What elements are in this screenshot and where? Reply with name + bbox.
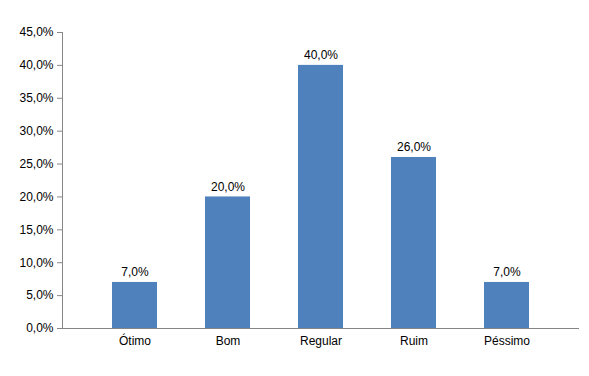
- svg-text:0,0%: 0,0%: [26, 321, 54, 335]
- svg-text:20,0%: 20,0%: [19, 190, 53, 204]
- svg-text:7,0%: 7,0%: [121, 265, 149, 279]
- svg-text:30,0%: 30,0%: [19, 124, 53, 138]
- svg-text:20,0%: 20,0%: [211, 180, 245, 194]
- svg-text:Bom: Bom: [216, 334, 241, 348]
- svg-text:40,0%: 40,0%: [304, 48, 338, 62]
- svg-text:7,0%: 7,0%: [493, 265, 521, 279]
- svg-text:35,0%: 35,0%: [19, 91, 53, 105]
- svg-text:Ótimo: Ótimo: [119, 333, 151, 348]
- svg-text:25,0%: 25,0%: [19, 157, 53, 171]
- svg-text:Ruim: Ruim: [400, 334, 428, 348]
- svg-text:40,0%: 40,0%: [19, 58, 53, 72]
- svg-text:26,0%: 26,0%: [397, 140, 431, 154]
- svg-text:10,0%: 10,0%: [19, 256, 53, 270]
- svg-text:45,0%: 45,0%: [19, 25, 53, 39]
- svg-text:Péssimo: Péssimo: [484, 334, 530, 348]
- svg-text:15,0%: 15,0%: [19, 223, 53, 237]
- svg-text:5,0%: 5,0%: [26, 288, 54, 302]
- svg-text:Regular: Regular: [300, 334, 342, 348]
